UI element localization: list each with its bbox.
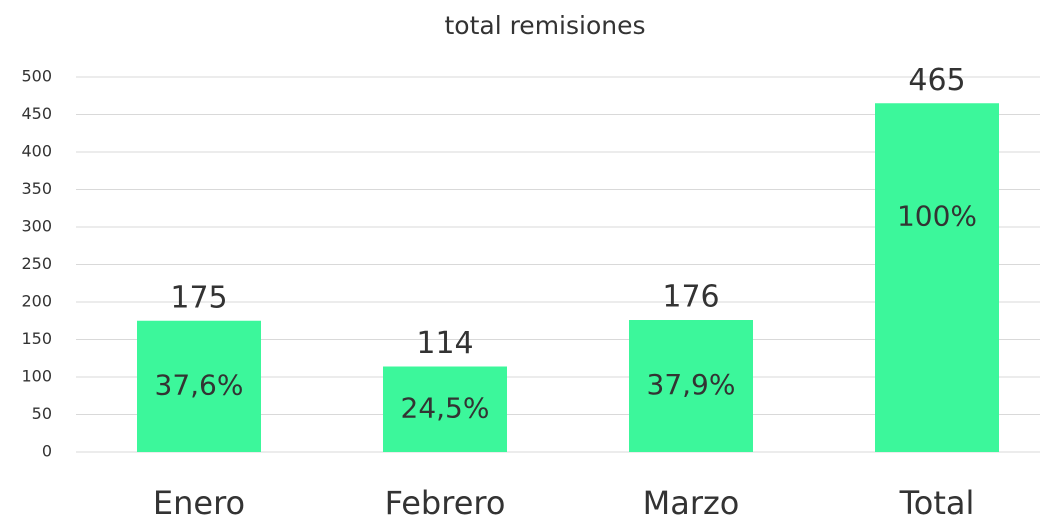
bar	[383, 366, 507, 452]
bar	[629, 320, 753, 452]
y-tick-label: 400	[21, 142, 52, 161]
x-tick-label: Febrero	[385, 484, 506, 522]
x-tick-label: Total	[899, 484, 975, 522]
y-tick-label: 0	[42, 442, 52, 461]
chart-title: total remisiones	[444, 11, 645, 40]
bar	[875, 103, 999, 452]
y-tick-label: 100	[21, 367, 52, 386]
bar	[137, 320, 261, 452]
percent-label: 37,9%	[647, 368, 736, 401]
y-tick-label: 350	[21, 179, 52, 198]
value-label: 114	[416, 326, 473, 361]
y-tick-label: 250	[21, 254, 52, 273]
percent-label: 37,6%	[155, 368, 244, 401]
y-tick-label: 300	[21, 217, 52, 236]
percent-label: 24,5%	[401, 391, 490, 424]
percent-label: 100%	[897, 200, 977, 233]
x-tick-label: Enero	[153, 484, 245, 522]
y-tick-label: 450	[21, 104, 52, 123]
value-label: 175	[170, 280, 227, 315]
y-tick-label: 50	[32, 404, 52, 423]
y-tick-label: 200	[21, 292, 52, 311]
x-tick-label: Marzo	[643, 484, 740, 522]
y-tick-label: 150	[21, 329, 52, 348]
value-label: 465	[908, 63, 965, 98]
value-label: 176	[662, 280, 719, 315]
y-tick-label: 500	[21, 67, 52, 86]
